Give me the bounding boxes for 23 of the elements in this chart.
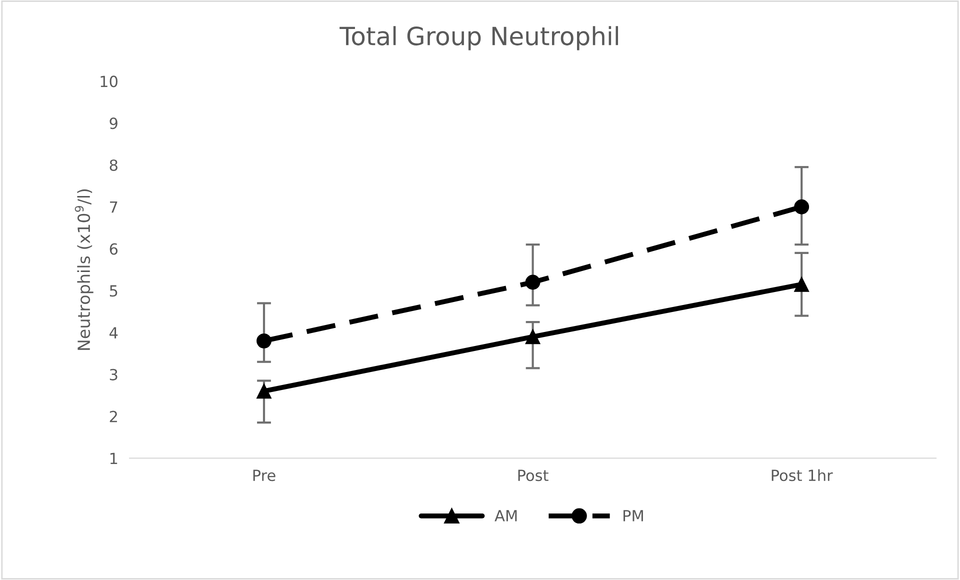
y-tick-label: 7 [110,202,118,213]
y-tick-label: 6 [110,243,118,255]
point [794,276,810,292]
point [794,199,810,214]
point [256,384,272,399]
point [525,274,540,290]
x-tick-label: Post 1hr [772,469,833,482]
y-tick-label: 3 [110,368,118,380]
y-tick-label: 10 [100,76,118,88]
x-tick-label: Post [518,470,548,482]
point [525,329,540,344]
x-tick-label: Pre [253,470,276,482]
chart-title: Total Group Neutrophil [340,26,618,50]
y-axis-title: Neutrophils (x10$^{9}$/l) [74,189,94,350]
y-tick-label: 8 [110,159,118,171]
y-tick-label: 1 [110,452,118,464]
legend-label: AM [494,510,517,522]
y-tick-label: 5 [110,285,118,297]
legend-label: PM [624,510,643,522]
y-tick-label: 4 [110,327,118,338]
point [256,333,272,348]
y-tick-label: 2 [110,410,117,422]
y-tick-label: 9 [110,118,118,130]
